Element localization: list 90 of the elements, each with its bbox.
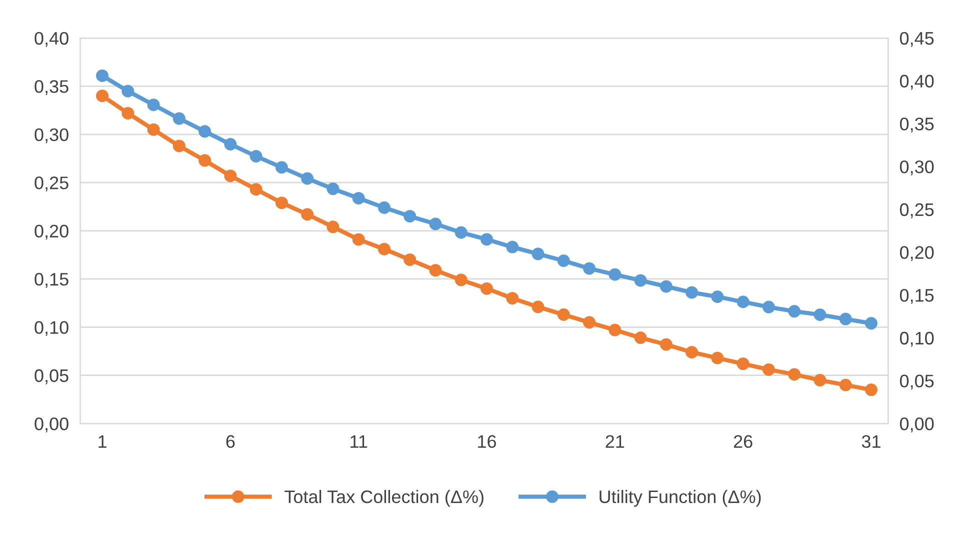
point (326, 182, 340, 196)
point (788, 305, 801, 318)
y-tick-label: 0,15 (34, 272, 68, 288)
point (839, 312, 852, 326)
legend-label: Utility Function (Δ%) (600, 490, 761, 507)
y-tick-label: 0,40 (34, 32, 68, 47)
y2-tick-label: 0,25 (900, 203, 934, 218)
point (557, 308, 570, 321)
point (736, 358, 750, 370)
point (608, 268, 622, 281)
point (634, 274, 647, 287)
point (839, 378, 852, 392)
point (660, 338, 672, 351)
point (147, 98, 160, 112)
point (762, 363, 775, 376)
x-tick-label: 1 (98, 435, 106, 448)
point (352, 192, 365, 204)
y2-tick-label: 0,20 (900, 246, 934, 262)
y-tick-label: 0,00 (34, 417, 68, 432)
point (480, 233, 493, 246)
point (634, 332, 647, 344)
point (172, 112, 186, 125)
y2-tick-label: 0,00 (900, 417, 934, 432)
x-tick-label: 6 (226, 435, 235, 448)
point (686, 346, 698, 358)
point (583, 262, 596, 275)
point (378, 242, 390, 256)
y-tick-label: 0,20 (34, 224, 68, 240)
point (275, 161, 288, 174)
y-tick-label: 0,25 (34, 176, 68, 192)
point (711, 290, 724, 303)
point (814, 308, 826, 321)
y2-tick-label: 0,40 (900, 74, 934, 90)
point (147, 123, 160, 136)
y-tick-label: 0,30 (34, 128, 68, 144)
x-tick-label: 16 (478, 435, 496, 448)
point (301, 208, 314, 221)
point (275, 196, 288, 210)
point (480, 282, 493, 295)
y2-tick-label: 0,35 (900, 118, 934, 133)
point (506, 292, 519, 304)
point (788, 368, 801, 381)
point (429, 218, 442, 230)
point (454, 226, 468, 239)
point (96, 90, 109, 102)
point (814, 374, 826, 386)
point (224, 170, 237, 182)
x-tick-label: 21 (606, 435, 624, 448)
point (378, 201, 390, 214)
point (686, 286, 698, 299)
legend-label: Total Tax Collection (Δ%) (284, 490, 484, 507)
point (198, 125, 212, 138)
point (224, 138, 237, 150)
x-tick-label: 11 (350, 435, 368, 448)
point (532, 300, 544, 314)
y-tick-label: 0,35 (34, 80, 68, 96)
point (711, 352, 724, 364)
point (172, 140, 186, 152)
point (864, 317, 878, 330)
y2-tick-label: 0,15 (900, 288, 934, 304)
point (250, 183, 262, 196)
point (301, 172, 314, 185)
y2-tick-label: 0,45 (900, 32, 934, 47)
point (429, 264, 442, 277)
y2-tick-label: 0,05 (900, 374, 934, 390)
y-tick-label: 0,05 (34, 369, 68, 384)
point (532, 248, 544, 260)
point (404, 253, 416, 266)
y-tick-label: 0,10 (34, 321, 68, 336)
point (736, 296, 750, 308)
point (660, 280, 672, 293)
point (250, 150, 262, 162)
x-tick-label: 31 (862, 435, 880, 448)
point (583, 316, 596, 329)
point (864, 384, 878, 396)
point (404, 210, 416, 222)
point (506, 240, 519, 254)
point (557, 254, 570, 268)
x-tick-label: 26 (734, 435, 752, 448)
y2-tick-label: 0,30 (900, 160, 934, 176)
point (122, 106, 134, 120)
point (122, 84, 134, 98)
point (454, 274, 468, 286)
point (352, 233, 365, 246)
point (96, 69, 109, 82)
point (198, 154, 212, 167)
y2-tick-label: 0,10 (900, 332, 934, 347)
point (608, 324, 622, 336)
point (762, 300, 775, 314)
point (326, 220, 340, 234)
